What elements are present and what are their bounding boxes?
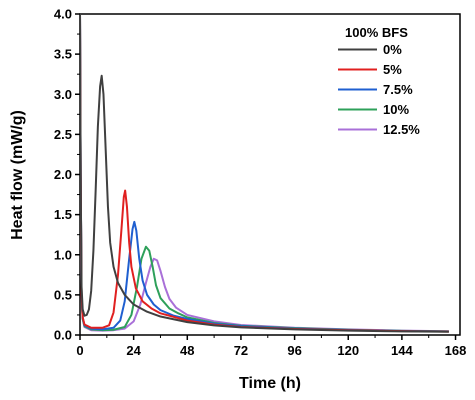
x-tick-label: 72 xyxy=(234,343,248,358)
y-tick-label: 3.0 xyxy=(54,87,72,102)
x-tick-label: 96 xyxy=(287,343,301,358)
series-layer xyxy=(80,14,449,333)
x-tick-label: 144 xyxy=(391,343,413,358)
y-tick-label: 3.5 xyxy=(54,47,72,62)
legend-label-4: 12.5% xyxy=(383,122,420,137)
legend-label-3: 10% xyxy=(383,102,409,117)
y-tick-label: 0.5 xyxy=(54,287,72,302)
y-tick-label: 1.0 xyxy=(54,247,72,262)
legend: 100% BFS 0% 5% 7.5% 10% 12.5% xyxy=(338,25,420,137)
y-axis-title: Heat flow (mW/g) xyxy=(9,110,26,240)
legend-title: 100% BFS xyxy=(345,25,408,40)
x-tick-label: 168 xyxy=(445,343,467,358)
legend-label-0: 0% xyxy=(383,42,402,57)
y-tick-label: 2.0 xyxy=(54,167,72,182)
y-tick-label: 4.0 xyxy=(54,7,72,22)
x-axis-title: Time (h) xyxy=(239,375,301,392)
x-tick-label: 48 xyxy=(180,343,194,358)
legend-label-2: 7.5% xyxy=(383,82,413,97)
x-tick-label: 120 xyxy=(337,343,359,358)
x-axis-ticks: 0 24 48 72 96 120 144 168 xyxy=(76,335,466,358)
y-tick-label: 0.0 xyxy=(54,328,72,343)
y-tick-label: 2.5 xyxy=(54,127,72,142)
y-tick-label: 1.5 xyxy=(54,207,72,222)
series-line-0 xyxy=(80,14,449,333)
x-tick-label: 24 xyxy=(126,343,141,358)
x-tick-label: 0 xyxy=(76,343,83,358)
legend-label-1: 5% xyxy=(383,62,402,77)
y-axis-ticks: 0.0 0.5 1.0 1.5 2.0 2.5 3.0 3.5 4.0 xyxy=(54,7,80,343)
